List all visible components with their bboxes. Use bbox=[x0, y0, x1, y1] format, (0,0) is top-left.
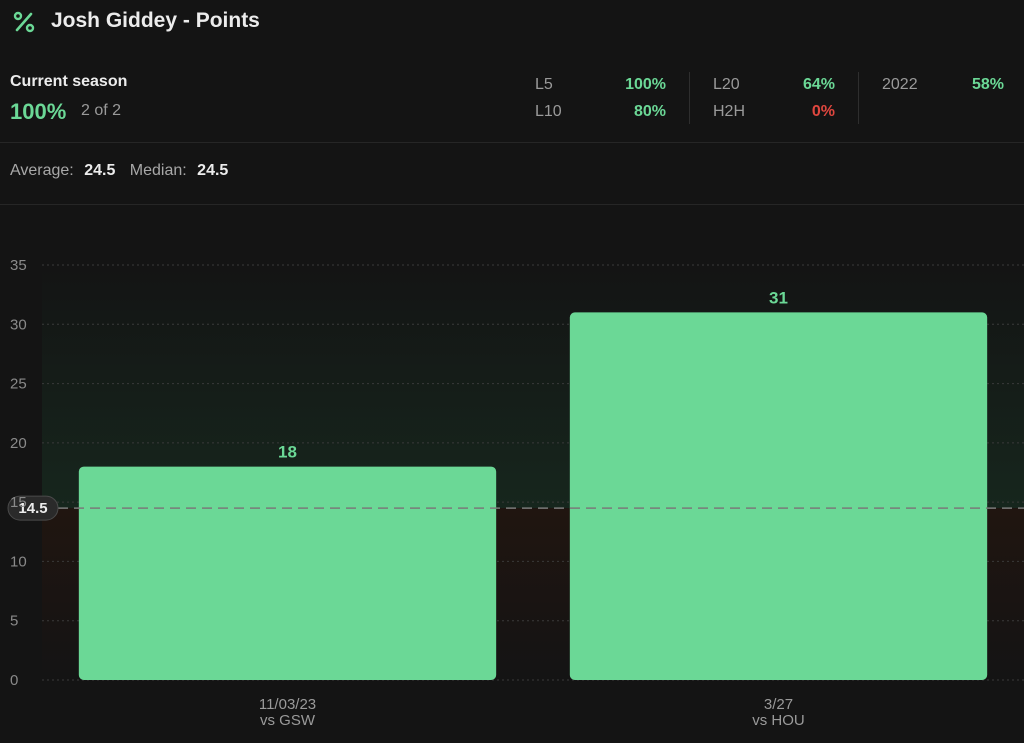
x-tick-label: vs HOU bbox=[752, 712, 805, 729]
stat-l20-label: L20 bbox=[713, 76, 740, 93]
divider bbox=[689, 72, 690, 124]
y-tick-label: 30 bbox=[10, 316, 27, 333]
median-value: 24.5 bbox=[197, 162, 229, 179]
divider bbox=[0, 204, 1024, 205]
threshold-label: 14.5 bbox=[18, 500, 47, 517]
threshold-badge bbox=[7, 495, 59, 521]
median-label: Median: bbox=[129, 162, 187, 179]
bar bbox=[78, 466, 497, 680]
stat-l5-value: 100% bbox=[625, 76, 666, 93]
season-percent: 100% bbox=[10, 99, 67, 124]
average-value: 24.5 bbox=[84, 162, 116, 179]
average-label: Average: bbox=[10, 162, 74, 179]
stat-l10-value: 80% bbox=[633, 103, 666, 120]
divider bbox=[0, 142, 1024, 143]
y-tick-label: 25 bbox=[10, 376, 27, 393]
x-tick-label: 11/03/23 bbox=[259, 696, 316, 713]
percent-icon bbox=[13, 11, 35, 33]
y-tick-label: 0 bbox=[10, 672, 18, 689]
bar bbox=[569, 312, 988, 680]
stat-l20-value: 64% bbox=[802, 76, 835, 93]
points-chart: 18 31 14.5 0 5 10 15 20 25 30 35 11/03/23 vs GSW 3… bbox=[0, 206, 1024, 743]
average-median-row: Average: 24.5 Median: 24.5 bbox=[10, 162, 228, 180]
stat-2022-label: 2022 bbox=[882, 76, 918, 93]
stat-2022-value: 58% bbox=[971, 76, 1004, 93]
y-tick-label: 35 bbox=[10, 257, 27, 274]
page-title: Josh Giddey - Points bbox=[51, 9, 260, 32]
header: Josh Giddey - Points bbox=[0, 0, 1024, 44]
stat-h2h-value: 0% bbox=[811, 103, 835, 120]
stat-l5-label: L5 bbox=[535, 76, 553, 93]
y-tick-label: 15 bbox=[10, 494, 27, 511]
data-label: 31 bbox=[769, 288, 788, 307]
x-tick-label: vs GSW bbox=[260, 712, 316, 729]
y-tick-label: 20 bbox=[10, 435, 27, 452]
data-label: 18 bbox=[278, 443, 297, 462]
stat-h2h-label: H2H bbox=[713, 103, 746, 120]
y-tick-label: 10 bbox=[10, 553, 27, 570]
divider bbox=[858, 72, 859, 124]
y-tick-label: 5 bbox=[10, 613, 18, 630]
season-label: Current season bbox=[10, 73, 128, 90]
stat-l10-label: L10 bbox=[535, 103, 562, 120]
season-count: 2 of 2 bbox=[81, 102, 122, 119]
x-tick-label: 3/27 bbox=[764, 696, 793, 713]
season-summary: Current season 100% 2 of 2 L5 100% L10 8… bbox=[0, 60, 1024, 142]
